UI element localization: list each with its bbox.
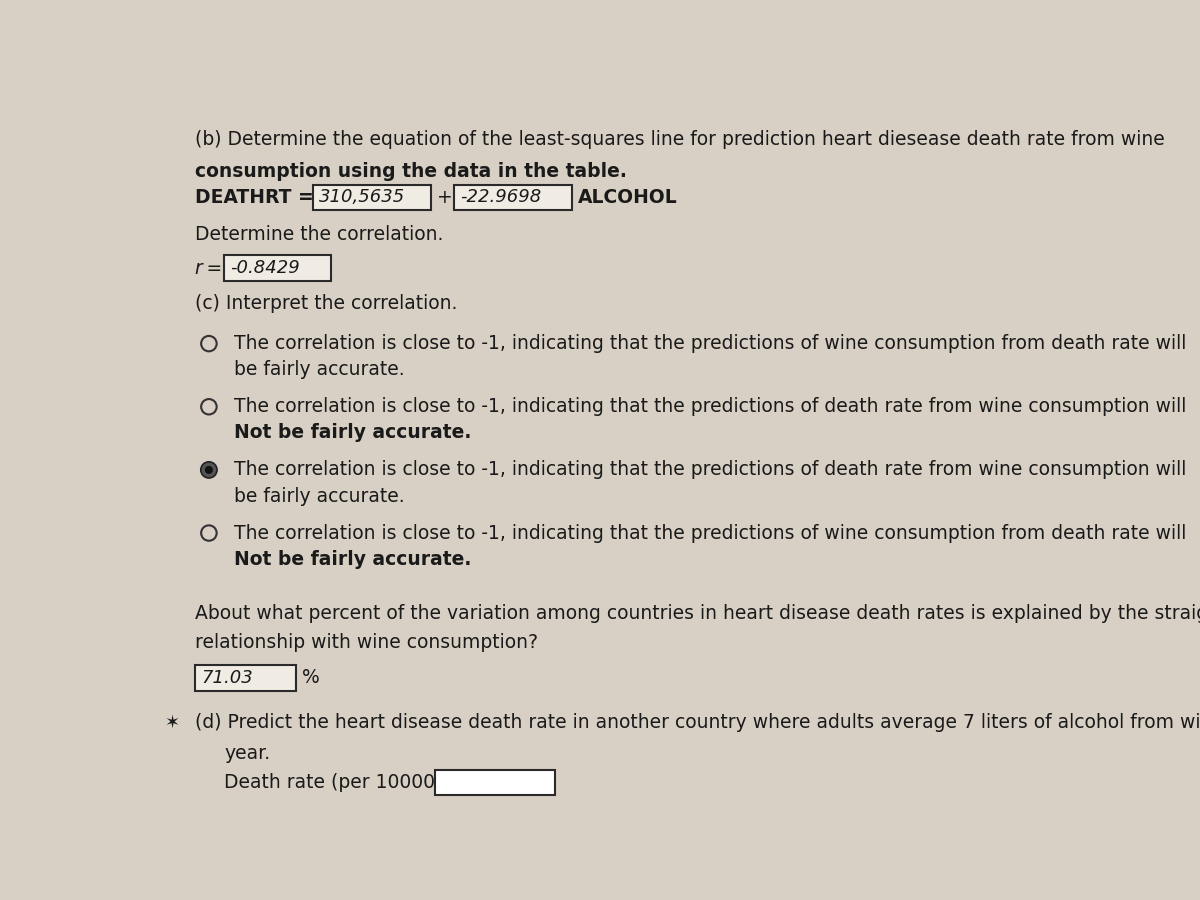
Text: Death rate (per 100000) =: Death rate (per 100000) =	[224, 773, 482, 792]
Text: Determine the correlation.: Determine the correlation.	[194, 225, 443, 244]
Text: relationship with wine consumption?: relationship with wine consumption?	[194, 633, 538, 652]
Text: ALCOHOL: ALCOHOL	[578, 188, 678, 207]
Text: -0.8429: -0.8429	[230, 259, 300, 277]
Text: Not be fairly accurate.: Not be fairly accurate.	[234, 550, 472, 569]
FancyBboxPatch shape	[313, 184, 431, 210]
FancyBboxPatch shape	[194, 665, 295, 690]
Text: Not be fairly accurate.: Not be fairly accurate.	[234, 423, 472, 443]
Text: -22.9698: -22.9698	[460, 188, 541, 206]
Text: +: +	[437, 188, 452, 207]
FancyBboxPatch shape	[436, 770, 556, 796]
Text: The correlation is close to -1, indicating that the predictions of wine consumpt: The correlation is close to -1, indicati…	[234, 524, 1186, 543]
Text: (c) Interpret the correlation.: (c) Interpret the correlation.	[194, 294, 457, 313]
Text: The correlation is close to -1, indicating that the predictions of death rate fr: The correlation is close to -1, indicati…	[234, 397, 1186, 417]
Text: 71.03: 71.03	[202, 669, 253, 687]
FancyBboxPatch shape	[224, 256, 331, 281]
Text: r =: r =	[194, 258, 222, 278]
Text: About what percent of the variation among countries in heart disease death rates: About what percent of the variation amon…	[194, 604, 1200, 623]
Text: The correlation is close to -1, indicating that the predictions of death rate fr: The correlation is close to -1, indicati…	[234, 461, 1186, 480]
Text: (d) Predict the heart disease death rate in another country where adults average: (d) Predict the heart disease death rate…	[194, 713, 1200, 732]
Circle shape	[205, 466, 212, 474]
Text: year.: year.	[224, 743, 270, 763]
Circle shape	[200, 462, 217, 478]
Text: The correlation is close to -1, indicating that the predictions of wine consumpt: The correlation is close to -1, indicati…	[234, 334, 1186, 353]
Text: 310,5635: 310,5635	[319, 188, 406, 206]
FancyBboxPatch shape	[454, 184, 571, 210]
Text: ✶: ✶	[164, 714, 179, 732]
Text: DEATHRT =: DEATHRT =	[194, 188, 320, 207]
Text: %: %	[302, 669, 319, 688]
Text: be fairly accurate.: be fairly accurate.	[234, 360, 404, 379]
Text: be fairly accurate.: be fairly accurate.	[234, 487, 404, 506]
Text: (b) Determine the equation of the least-squares line for prediction heart diesea: (b) Determine the equation of the least-…	[194, 130, 1165, 148]
Text: consumption using the data in the table.: consumption using the data in the table.	[194, 162, 626, 181]
